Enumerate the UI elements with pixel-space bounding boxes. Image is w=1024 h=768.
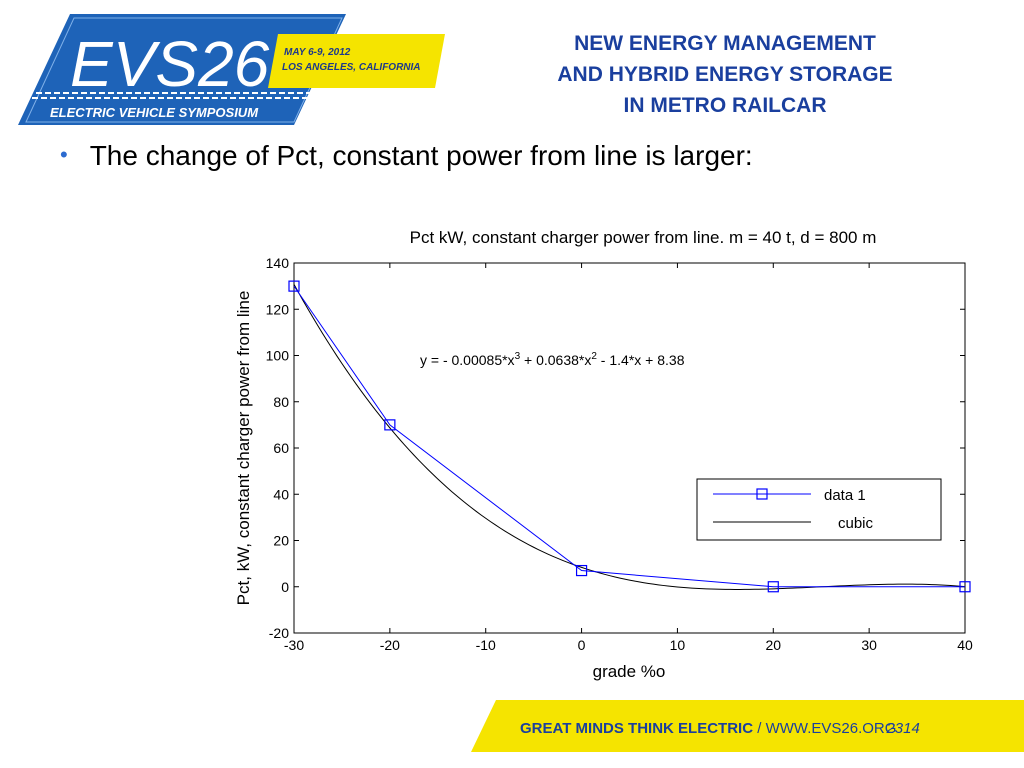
x-tick-label: 30 <box>861 637 877 653</box>
title-line-1: NEW ENERGY MANAGEMENT <box>574 32 876 55</box>
x-tick-label: -20 <box>380 637 400 653</box>
x-tick-label: -30 <box>284 637 304 653</box>
series-data1-line <box>293 285 965 588</box>
legend-box <box>696 478 942 541</box>
title-line-3: IN METRO RAILCAR <box>623 94 827 117</box>
x-tick-label: 20 <box>765 637 781 653</box>
footer-url[interactable]: WWW.EVS26.ORG <box>765 720 897 737</box>
page-number: 2314 <box>886 720 920 737</box>
x-tick-label: 0 <box>578 637 586 653</box>
evs26-logo: EVS26 MAY 6-9, 2012 LOS ANGELES, CALIFOR… <box>18 14 445 125</box>
legend-label-data1: data 1 <box>824 487 866 504</box>
y-tick-label: 0 <box>281 579 289 595</box>
title-line-2: AND HYBRID ENERGY STORAGE <box>557 63 893 86</box>
x-tick-label: 40 <box>957 637 973 653</box>
y-tick-label: 120 <box>266 301 290 317</box>
y-tick-label: 100 <box>266 348 290 364</box>
slide-title: NEW ENERGY MANAGEMENT AND HYBRID ENERGY … <box>520 28 930 121</box>
y-tick-label: 20 <box>273 533 289 549</box>
series-group <box>288 280 971 593</box>
x-tick-label: -10 <box>476 637 496 653</box>
logo-location: LOS ANGELES, CALIFORNIA <box>282 62 421 73</box>
y-tick-label: 140 <box>266 255 290 271</box>
series-cubic-line <box>293 284 966 590</box>
legend: data 1 cubic <box>696 478 942 541</box>
footer-banner <box>471 700 1024 752</box>
data1-point-marker <box>384 419 396 431</box>
y-tick-label: 80 <box>273 394 289 410</box>
y-axis-label: Pct, kW, constant charger power from lin… <box>234 291 253 606</box>
footer-text: GREAT MINDS THINK ELECTRIC / WWW.EVS26.O… <box>520 720 920 737</box>
data1-point-marker <box>959 581 971 593</box>
plot-area <box>293 262 966 634</box>
chart-title: Pct kW, constant charger power from line… <box>410 228 877 247</box>
legend-marker-data1 <box>756 488 768 500</box>
fit-equation: y = - 0.00085*x3 + 0.0638*x2 - 1.4*x + 8… <box>420 351 685 368</box>
bullet-point: • The change of Pct, constant power from … <box>60 140 753 172</box>
bullet-text: The change of Pct, constant power from l… <box>89 140 753 171</box>
x-tick-label: 10 <box>670 637 686 653</box>
logo-tagline: ELECTRIC VEHICLE SYMPOSIUM <box>50 105 259 120</box>
data1-point-marker <box>767 581 779 593</box>
footer-slogan: GREAT MINDS THINK ELECTRIC <box>520 720 754 737</box>
data1-point-marker <box>575 564 588 577</box>
footer-separator: / <box>757 720 762 737</box>
bullet-dot-icon: • <box>60 142 68 167</box>
y-tick-label: -20 <box>269 625 289 641</box>
x-axis-label: grade %o <box>593 662 666 681</box>
y-tick-label: 60 <box>273 440 289 456</box>
legend-label-cubic: cubic <box>838 515 874 532</box>
logo-date: MAY 6-9, 2012 <box>284 47 351 58</box>
logo-name: EVS26 <box>70 28 270 100</box>
y-tick-label: 40 <box>273 486 289 502</box>
data1-point-marker <box>288 280 300 292</box>
chart: Pct kW, constant charger power from line… <box>234 228 973 681</box>
